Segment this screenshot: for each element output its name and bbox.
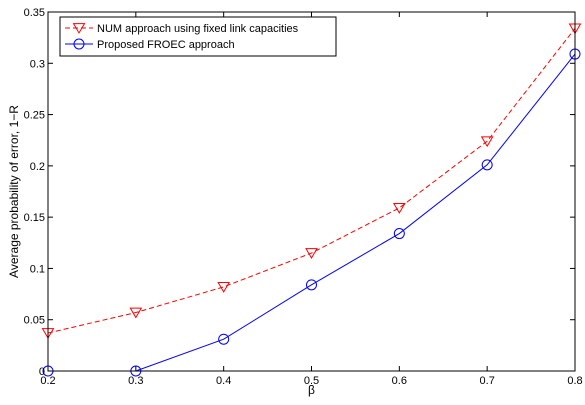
data-point-s0-1 <box>129 307 143 319</box>
data-point-s0-3 <box>305 248 318 259</box>
axes: 0.2 0.3 0.4 0.5 0.6 0.7 0.8 0 0.05 0.1 0.15 0.2 0.25… <box>7 7 583 397</box>
x-tick-label-0: 0.2 <box>40 375 55 387</box>
x-tick-label-2: 0.4 <box>216 375 231 387</box>
x-tick-label-3: 0.5 <box>304 375 319 387</box>
x-tick-label-1: 0.3 <box>128 375 143 387</box>
y-tick-label-3: 0.15 <box>24 212 45 224</box>
series-0 <box>41 23 582 339</box>
data-point-s0-4 <box>392 203 406 214</box>
legend-label-0: NUM approach using fixed link capacities <box>97 23 299 35</box>
series-line-0 <box>47 28 576 334</box>
series-1 <box>42 48 581 377</box>
legend-marker-0 <box>72 23 86 34</box>
legend-marker-1 <box>73 38 85 50</box>
y-axis-label: Average probability of error, 1−R <box>7 105 21 278</box>
x-tick-label-5: 0.7 <box>480 375 495 387</box>
legend-box <box>59 16 337 57</box>
data-point-s1-2 <box>218 333 230 345</box>
y-tick-label-6: 0.3 <box>30 58 45 70</box>
y-tick-label-1: 0.05 <box>24 315 45 327</box>
data-point-s1-5 <box>481 159 493 171</box>
x-axis-label: β <box>308 383 315 397</box>
plot-area <box>41 23 582 377</box>
series-line-1 <box>48 53 576 372</box>
data-point-s0-2 <box>217 281 231 293</box>
legend-label-1: Proposed FROEC approach <box>97 39 235 51</box>
data-point-s0-5 <box>480 136 494 148</box>
y-tick-label-4: 0.2 <box>30 161 45 173</box>
plot-frame <box>47 11 576 372</box>
data-point-s1-4 <box>393 228 405 240</box>
y-tick-label-7: 0.35 <box>24 7 45 19</box>
legend: NUM approach using fixed link capacities… <box>59 16 337 57</box>
x-tick-label-4: 0.6 <box>392 375 407 387</box>
y-tick-label-5: 0.25 <box>24 110 45 122</box>
y-tick-label-2: 0.1 <box>30 263 45 275</box>
x-tick-label-6: 0.8 <box>567 375 582 387</box>
data-point-s1-3 <box>306 279 317 291</box>
y-tick-label-0: 0 <box>39 366 45 378</box>
